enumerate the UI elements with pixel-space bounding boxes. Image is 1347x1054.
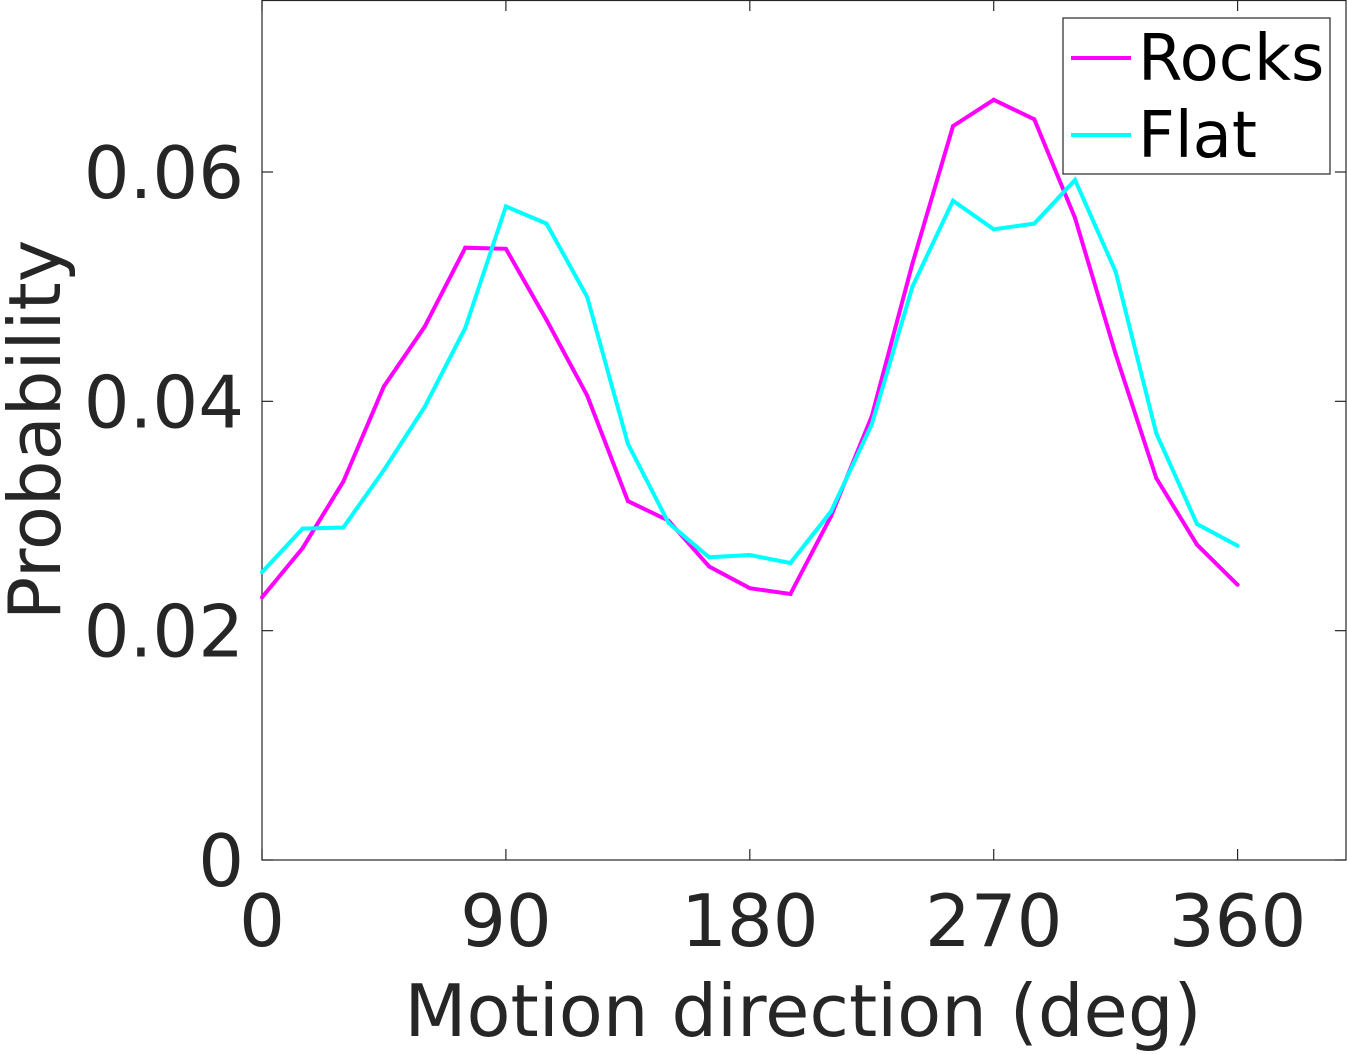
data-point-flat (585, 294, 590, 299)
data-point-flat (991, 227, 996, 232)
data-point-flat (625, 441, 630, 446)
data-point-flat (503, 204, 508, 209)
x-axis-label: Motion direction (deg) (404, 969, 1201, 1053)
data-point-flat (544, 221, 549, 226)
data-point-flat (1073, 178, 1077, 183)
data-point-flat (1235, 543, 1240, 548)
y-tick-label: 0.04 (84, 360, 244, 444)
data-point-flat (341, 525, 346, 530)
data-point-flat (869, 422, 874, 427)
data-point-rocks (747, 586, 752, 591)
data-point-rocks (1235, 582, 1240, 587)
data-point-flat (381, 468, 386, 473)
data-point-flat (707, 555, 712, 560)
data-point-flat (666, 520, 671, 525)
data-point-rocks (1073, 215, 1077, 220)
plot-area: 0 90 180 270 360 0 0.02 0.04 0.06 (84, 0, 1347, 963)
data-point-rocks (544, 317, 549, 322)
legend-box (1062, 17, 1331, 175)
data-point-rocks (585, 393, 590, 398)
data-point-flat (1194, 522, 1199, 527)
data-point-flat (422, 405, 427, 410)
data-point-flat (1032, 221, 1037, 226)
data-point-flat (463, 325, 468, 330)
data-point-flat (300, 526, 305, 531)
y-tick-label: 0 (198, 819, 244, 903)
data-point-rocks (503, 246, 508, 251)
data-point-flat (1154, 431, 1159, 436)
x-tick-label: 90 (460, 879, 552, 963)
data-point-rocks (788, 591, 793, 596)
data-point-flat (260, 570, 264, 575)
axes-box (261, 0, 1347, 861)
y-tick-label: 0.02 (84, 590, 244, 674)
data-point-flat (788, 561, 793, 566)
data-point-rocks (910, 261, 915, 266)
data-point-flat (910, 284, 915, 289)
legend-label-rocks: Rocks (1138, 22, 1324, 96)
data-point-flat (951, 198, 956, 203)
data-point-rocks (991, 97, 996, 102)
data-point-rocks (300, 546, 305, 551)
data-point-rocks (341, 479, 346, 484)
x-tick-label: 0 (239, 879, 285, 963)
y-tick-label: 0.06 (84, 131, 244, 215)
legend-label-flat: Flat (1138, 99, 1257, 173)
data-point-rocks (1032, 117, 1037, 122)
data-point-rocks (1194, 542, 1199, 547)
data-point-flat (747, 552, 752, 557)
data-point-flat (1113, 269, 1118, 274)
x-tick-label: 180 (681, 879, 818, 963)
data-point-rocks (260, 595, 264, 600)
data-point-rocks (1113, 352, 1118, 357)
data-point-rocks (625, 499, 630, 504)
data-point-rocks (463, 245, 468, 250)
data-point-rocks (707, 564, 712, 569)
data-point-rocks (1154, 476, 1159, 481)
x-tick-label: 360 (1169, 879, 1306, 963)
data-point-rocks (422, 324, 427, 329)
data-point-flat (829, 509, 834, 514)
x-tick-label: 270 (925, 879, 1062, 963)
data-point-rocks (381, 384, 386, 389)
data-point-rocks (951, 124, 956, 129)
series-line-flat (260, 176, 1239, 574)
y-axis-label: Probability (0, 240, 77, 621)
